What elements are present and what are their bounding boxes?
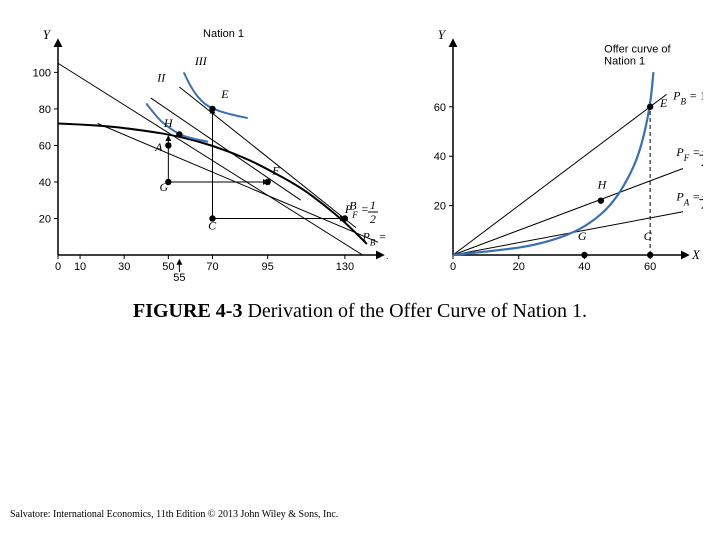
svg-text:20: 20 [512,261,524,273]
caption-bold: FIGURE 4-3 [133,300,242,322]
svg-text:0: 0 [449,261,455,273]
svg-text:100: 100 [32,67,50,79]
svg-text:Nation 1: Nation 1 [203,28,244,40]
svg-text:130: 130 [335,261,353,273]
svg-text:60: 60 [644,261,656,273]
right-chart-svg: XY0204060204060PB = 1PF = 12PA = 14Offer… [413,20,703,285]
svg-text:95: 95 [261,261,273,273]
svg-text:E: E [659,96,668,110]
svg-text:20: 20 [433,201,445,213]
svg-text:1: 1 [369,198,375,212]
svg-text:2: 2 [701,155,703,169]
svg-text:80: 80 [38,104,50,116]
svg-text:II: II [156,71,166,85]
svg-text:C: C [643,229,652,243]
svg-text:10: 10 [73,261,85,273]
svg-text:G: G [577,229,586,243]
svg-text:30: 30 [118,261,130,273]
svg-text:Offer curve ofNation 1: Offer curve ofNation 1 [604,43,671,67]
svg-text:A: A [154,140,163,154]
svg-text:Y: Y [437,27,446,42]
left-chart: XY010305070951302040608010055Nation 1PF … [18,20,388,285]
svg-text:PB = 1: PB = 1 [672,88,703,106]
right-chart: XY0204060204060PB = 1PF = 12PA = 14Offer… [413,20,703,285]
svg-text:H: H [162,116,173,130]
svg-text:40: 40 [38,177,50,189]
svg-text:70: 70 [206,261,218,273]
svg-text:X: X [691,247,701,262]
svg-text:PA =: PA = [675,190,700,208]
svg-text:X: X [386,247,388,262]
svg-text:PF =: PF = [675,145,700,163]
figure-caption: FIGURE 4-3 Derivation of the Offer Curve… [0,300,720,323]
svg-text:1: 1 [701,141,703,155]
svg-text:60: 60 [433,102,445,114]
source-line: Salvatore: International Economics, 11th… [10,509,338,520]
svg-text:60: 60 [38,140,50,152]
svg-text:20: 20 [38,213,50,225]
svg-text:E: E [220,87,229,101]
svg-text:H: H [596,177,607,191]
svg-text:2: 2 [369,212,375,226]
svg-text:C: C [208,218,217,232]
svg-text:G: G [159,180,168,194]
left-chart-svg: XY010305070951302040608010055Nation 1PF … [18,20,388,285]
svg-text:0: 0 [54,261,60,273]
svg-text:4: 4 [701,200,703,214]
svg-text:40: 40 [433,151,445,163]
svg-text:1: 1 [701,186,703,200]
svg-text:PB = 1: PB = 1 [361,229,387,247]
svg-text:Y: Y [42,27,51,42]
svg-text:III: III [193,54,207,68]
svg-text:B: B [349,198,357,212]
svg-text:40: 40 [578,261,590,273]
caption-text: Derivation of the Offer Curve of Nation … [242,300,587,322]
svg-text:F: F [271,164,280,178]
svg-text:55: 55 [173,272,185,284]
